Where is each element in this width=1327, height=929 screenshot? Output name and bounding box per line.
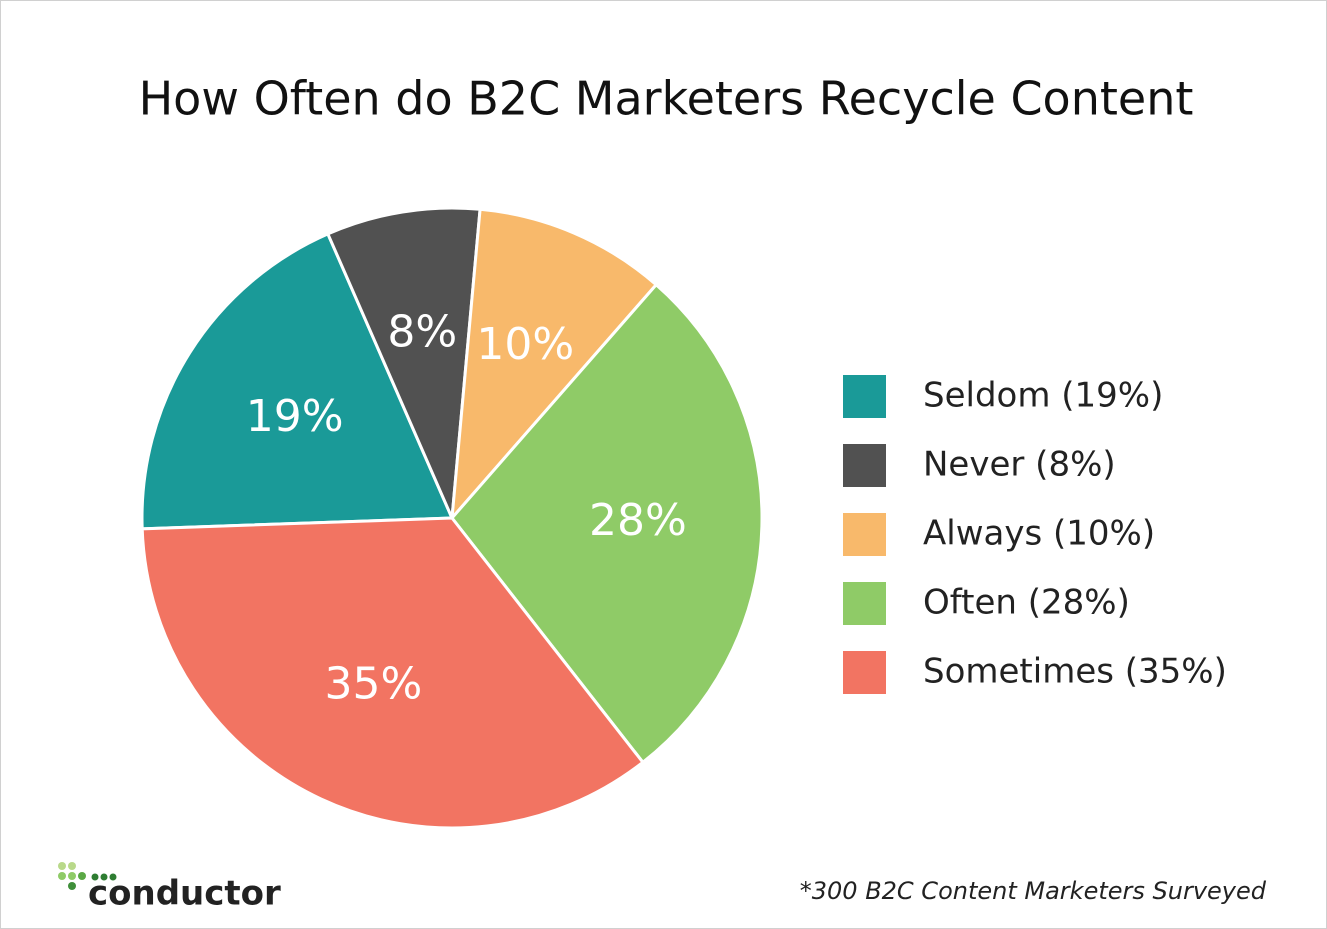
legend-label: Never (8%): [923, 445, 1116, 485]
data-label: 35%: [324, 659, 422, 710]
data-label: 10%: [476, 319, 574, 370]
legend-label: Often (28%): [923, 583, 1130, 623]
legend-swatch: [843, 651, 886, 694]
pie-slice: [450, 207, 659, 523]
footnote: *300 B2C Content Marketers Surveyed: [800, 877, 1267, 905]
logo-text: conductor: [88, 874, 281, 914]
legend-swatch: [843, 513, 886, 556]
pie-slice: [450, 282, 764, 765]
pie-slice: [140, 516, 645, 830]
legend-swatch: [843, 582, 886, 625]
legend-label: Always (10%): [923, 514, 1155, 554]
legend-swatch: [843, 444, 886, 487]
logo-icon: [58, 862, 117, 890]
pie-slice: [325, 206, 482, 519]
chart-title: How Often do B2C Marketers Recycle Conte…: [139, 72, 1194, 126]
pie-slice: [140, 231, 455, 531]
data-label: 28%: [589, 495, 687, 546]
data-label: 8%: [387, 306, 457, 357]
legend-swatch: [843, 375, 886, 418]
legend-label: Seldom (19%): [923, 376, 1163, 416]
data-label: 19%: [246, 391, 344, 442]
legend-label: Sometimes (35%): [923, 652, 1227, 692]
